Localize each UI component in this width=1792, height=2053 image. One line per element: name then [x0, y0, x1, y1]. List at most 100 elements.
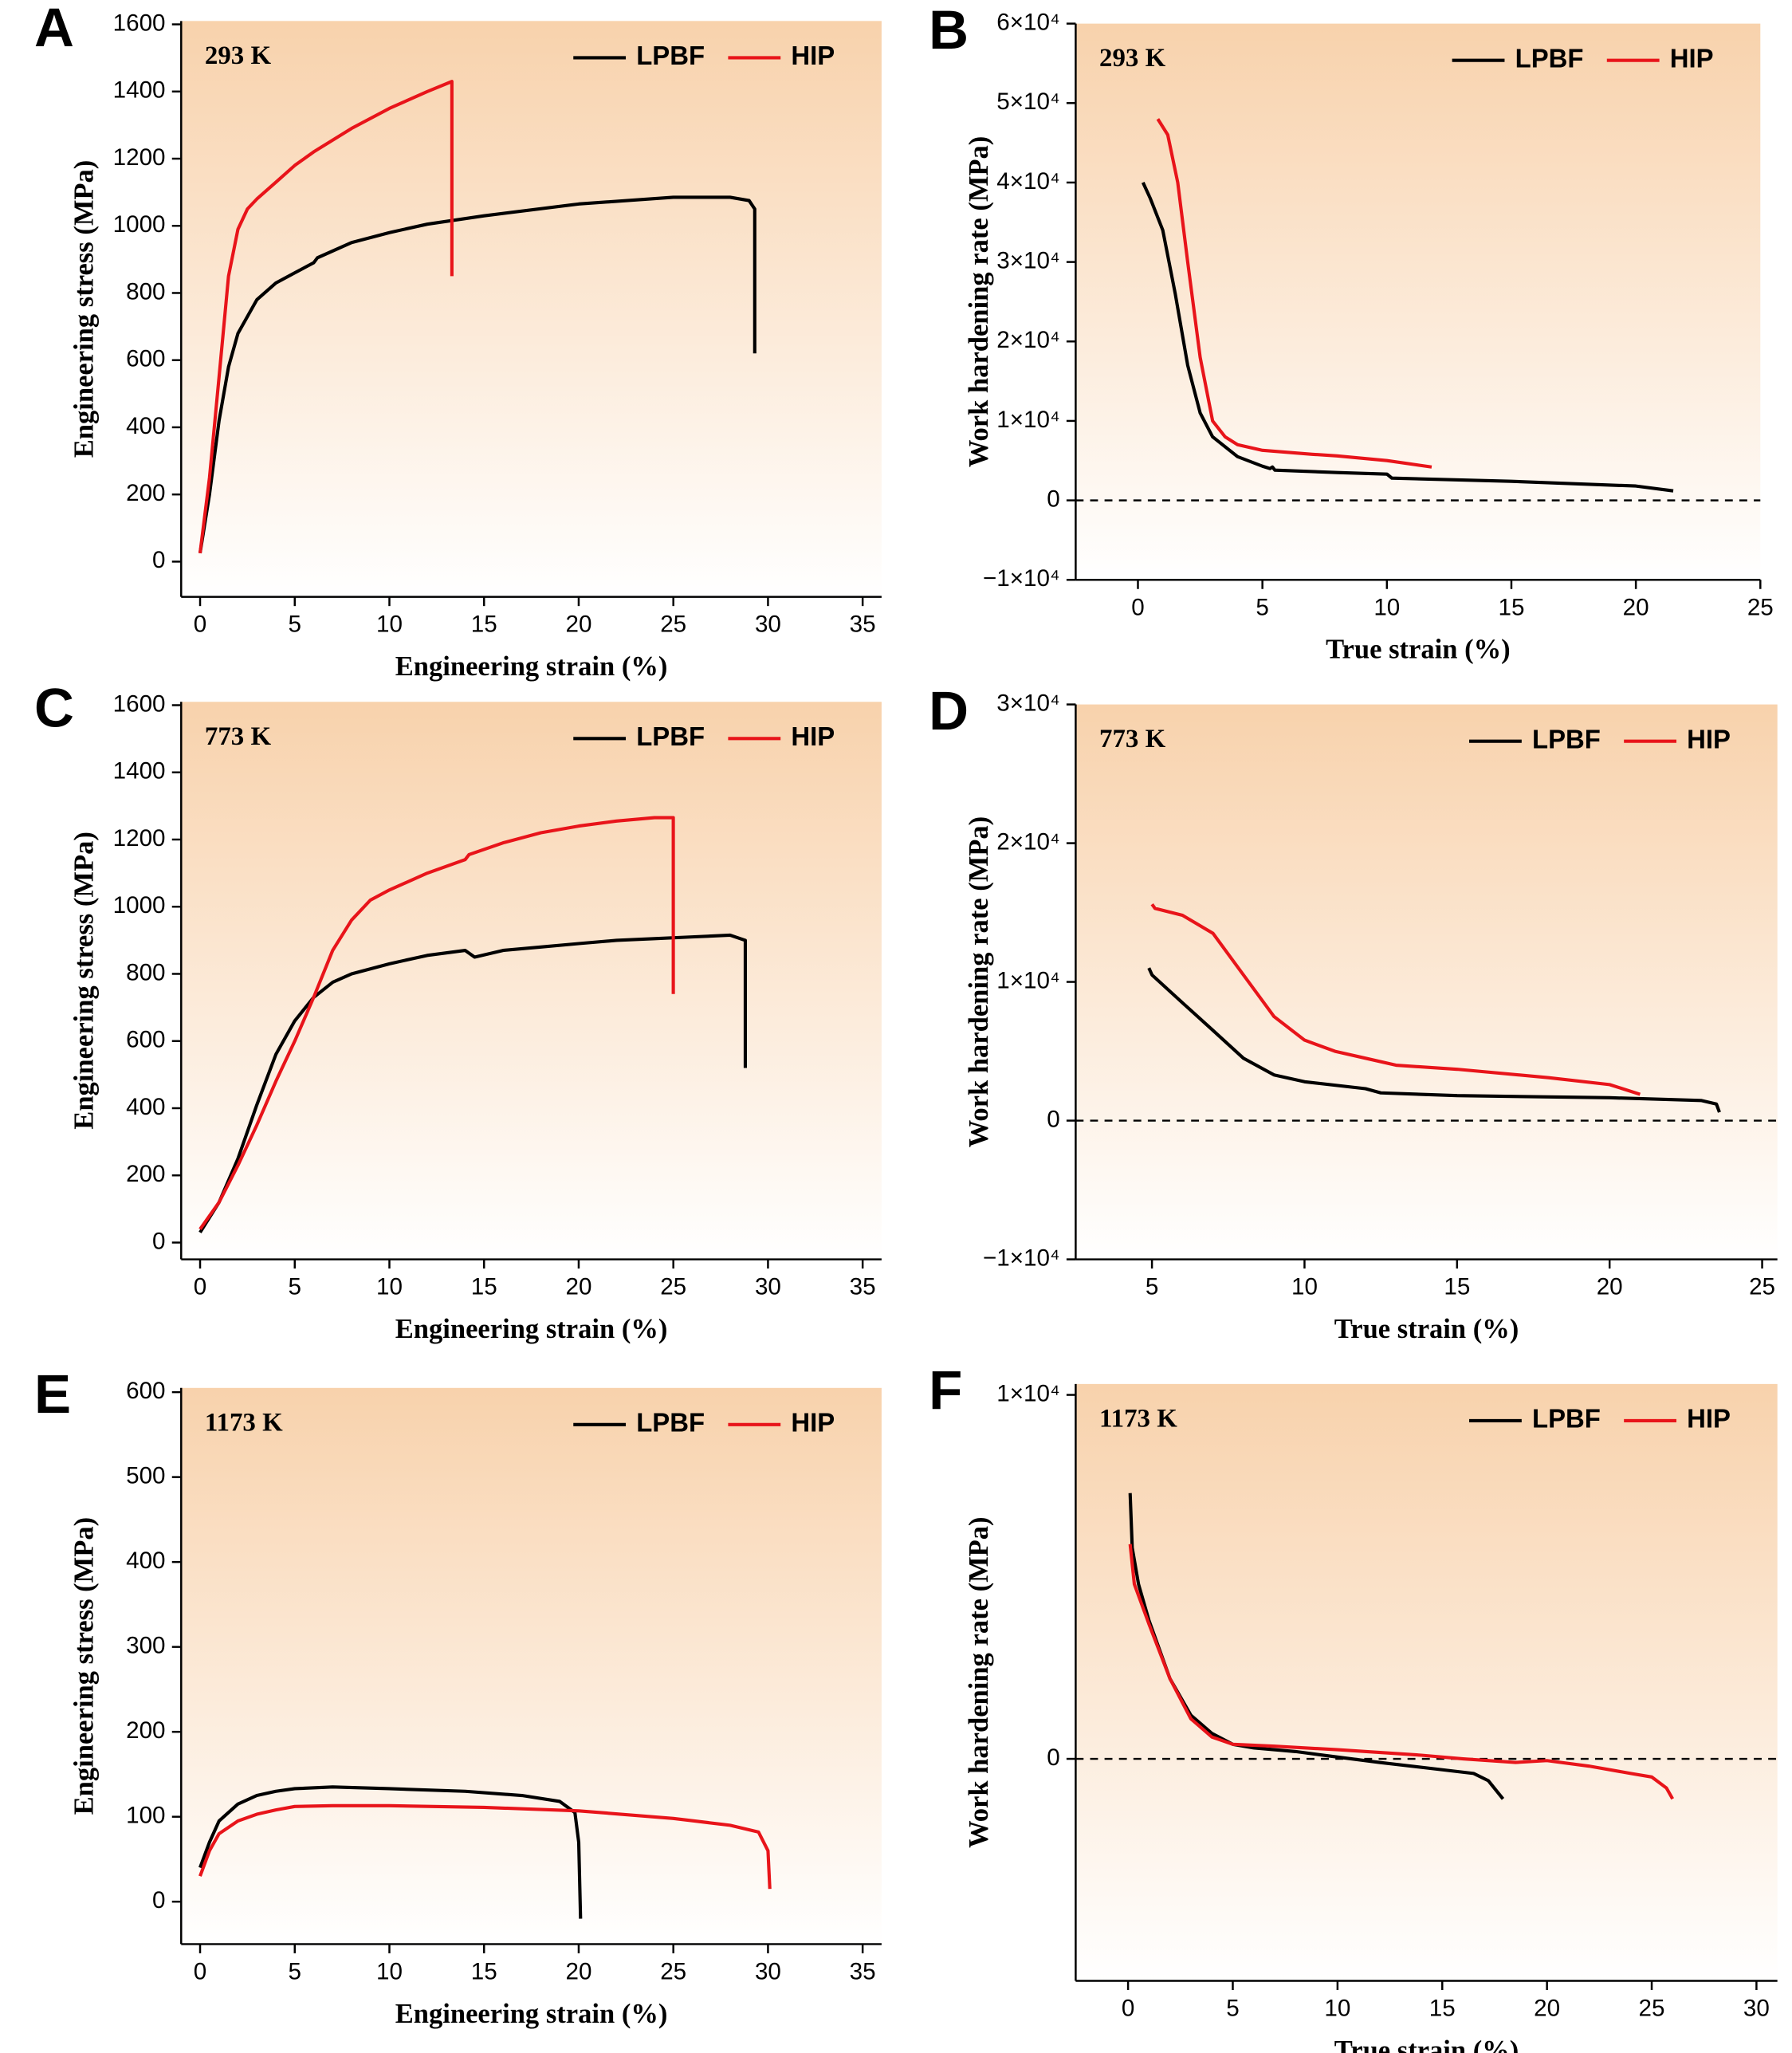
data-line — [198, 1803, 772, 1890]
y-tick-label: 1×10⁴ — [996, 967, 1059, 993]
x-axis-label: Engineering strain (%) — [395, 1999, 668, 2029]
x-tick-label: 15 — [471, 1958, 497, 1984]
legend-label: LPBF — [636, 722, 705, 751]
y-tick-label: 3×10⁴ — [996, 690, 1059, 716]
y-tick-label: 1000 — [113, 211, 166, 238]
data-line — [1147, 967, 1721, 1113]
x-tick-label: 5 — [1226, 1996, 1239, 2022]
y-tick-label: 4×10⁴ — [996, 168, 1059, 195]
x-tick-label: 20 — [1623, 594, 1649, 620]
y-tick-label: 400 — [126, 413, 165, 439]
data-line — [198, 816, 675, 1230]
x-tick-label: 30 — [755, 1274, 781, 1300]
legend-label: LPBF — [1532, 724, 1601, 753]
x-tick-label: 15 — [471, 612, 497, 638]
x-axis-label: True strain (%) — [1334, 1314, 1519, 1344]
y-tick-label: 0 — [1047, 1106, 1059, 1132]
x-tick-label: 25 — [660, 1958, 686, 1984]
legend-label: LPBF — [1532, 1404, 1601, 1434]
x-tick-label: 35 — [850, 1958, 876, 1984]
y-axis-label: Work hardening rate (MPa) — [964, 136, 994, 467]
y-tick-label: 800 — [126, 278, 165, 305]
annotation: 1173 K — [1099, 1404, 1177, 1433]
data-line — [198, 195, 756, 554]
y-tick-label: 200 — [126, 1717, 165, 1744]
data-line — [1156, 118, 1432, 469]
x-tick-label: 5 — [1256, 594, 1268, 620]
panel: E 1173 K 0 5 10 15 20 25 30 35 0 100 200 300 400 500 600… — [34, 1363, 882, 2029]
x-tick-label: 10 — [1373, 594, 1400, 620]
x-tick-label: 15 — [1429, 1996, 1456, 2022]
x-tick-label: 30 — [755, 1958, 781, 1984]
y-tick-label: 1600 — [113, 10, 166, 36]
y-tick-label: 0 — [1047, 486, 1059, 512]
panel-label: D — [929, 679, 969, 741]
y-tick-label: 400 — [126, 1094, 165, 1120]
y-tick-label: 1200 — [113, 825, 166, 851]
y-tick-label: −1×10⁴ — [983, 565, 1060, 592]
x-axis-label: Engineering strain (%) — [395, 651, 668, 682]
y-tick-label: 600 — [126, 1378, 165, 1404]
x-tick-label: 0 — [194, 1958, 206, 1984]
x-tick-label: 10 — [1291, 1274, 1318, 1300]
x-tick-label: 5 — [289, 1958, 301, 1984]
y-tick-label: 200 — [126, 480, 165, 506]
data-line — [1141, 182, 1674, 493]
legend-label: HIP — [791, 1408, 835, 1437]
x-tick-label: 25 — [1747, 594, 1774, 620]
x-tick-label: 25 — [660, 1274, 686, 1300]
y-tick-label: 1400 — [113, 77, 166, 104]
y-tick-label: 2×10⁴ — [996, 828, 1059, 855]
annotation: 773 K — [205, 722, 272, 751]
data-line — [198, 80, 454, 554]
y-tick-label: 400 — [126, 1548, 165, 1574]
y-tick-label: 300 — [126, 1632, 165, 1658]
panel: C 773 K 0 5 10 15 20 25 30 35 0 200 400 600 800 1000 120… — [34, 677, 882, 1344]
legend-label: HIP — [1687, 724, 1731, 753]
x-axis-label: Engineering strain (%) — [395, 1314, 668, 1344]
x-axis-label: True strain (%) — [1326, 635, 1511, 665]
legend-label: LPBF — [1515, 43, 1584, 73]
y-tick-label: 1×10⁴ — [996, 407, 1059, 433]
y-tick-label: 1400 — [113, 758, 166, 785]
y-tick-label: 200 — [126, 1161, 165, 1187]
x-tick-label: 30 — [755, 612, 781, 638]
x-tick-label: 5 — [1146, 1274, 1158, 1300]
x-tick-label: 20 — [1534, 1996, 1560, 2022]
legend-label: HIP — [791, 41, 835, 70]
x-tick-label: 25 — [1749, 1274, 1775, 1300]
x-tick-label: 5 — [289, 612, 301, 638]
plot-background — [181, 21, 882, 597]
y-tick-label: 1000 — [113, 892, 166, 918]
y-tick-label: 1200 — [113, 144, 166, 171]
y-axis-label: Engineering stress (MPa) — [69, 1517, 100, 1815]
x-tick-label: 15 — [471, 1274, 497, 1300]
y-tick-label: 600 — [126, 346, 165, 372]
y-axis-label: Engineering stress (MPa) — [69, 160, 100, 458]
panel-label: A — [34, 0, 74, 58]
x-tick-label: 25 — [1639, 1996, 1665, 2022]
x-tick-label: 20 — [565, 1958, 591, 1984]
y-axis-label: Work hardening rate (MPa) — [964, 816, 994, 1147]
legend-label: HIP — [1687, 1404, 1731, 1434]
x-axis-label: True strain (%) — [1334, 2035, 1519, 2053]
plot-background — [1075, 23, 1761, 580]
panel: D 773 K 5 10 15 20 25 −1×10⁴ 0 1×10⁴ 2×10⁴ 3×10⁴ Tru… — [929, 679, 1778, 1344]
legend-label: HIP — [791, 722, 835, 751]
panel: B 293 K 0 5 10 15 20 25 −1×10⁴ 0 1×10⁴ 2×10⁴ 3×10⁴ 4×… — [929, 0, 1774, 665]
x-tick-label: 35 — [850, 1274, 876, 1300]
y-axis-label: Work hardening rate (MPa) — [964, 1516, 994, 1847]
x-tick-label: 10 — [376, 612, 403, 638]
x-tick-label: 0 — [194, 612, 206, 638]
x-tick-label: 0 — [194, 1274, 206, 1300]
plot-background — [1075, 1383, 1778, 1981]
x-tick-label: 15 — [1499, 594, 1525, 620]
y-tick-label: 800 — [126, 959, 165, 985]
y-tick-label: 0 — [152, 547, 165, 573]
x-tick-label: 15 — [1444, 1274, 1470, 1300]
panel-label: F — [929, 1359, 962, 1421]
y-tick-label: 2×10⁴ — [996, 327, 1059, 353]
x-tick-label: 10 — [376, 1274, 403, 1300]
annotation: 773 K — [1099, 725, 1166, 753]
